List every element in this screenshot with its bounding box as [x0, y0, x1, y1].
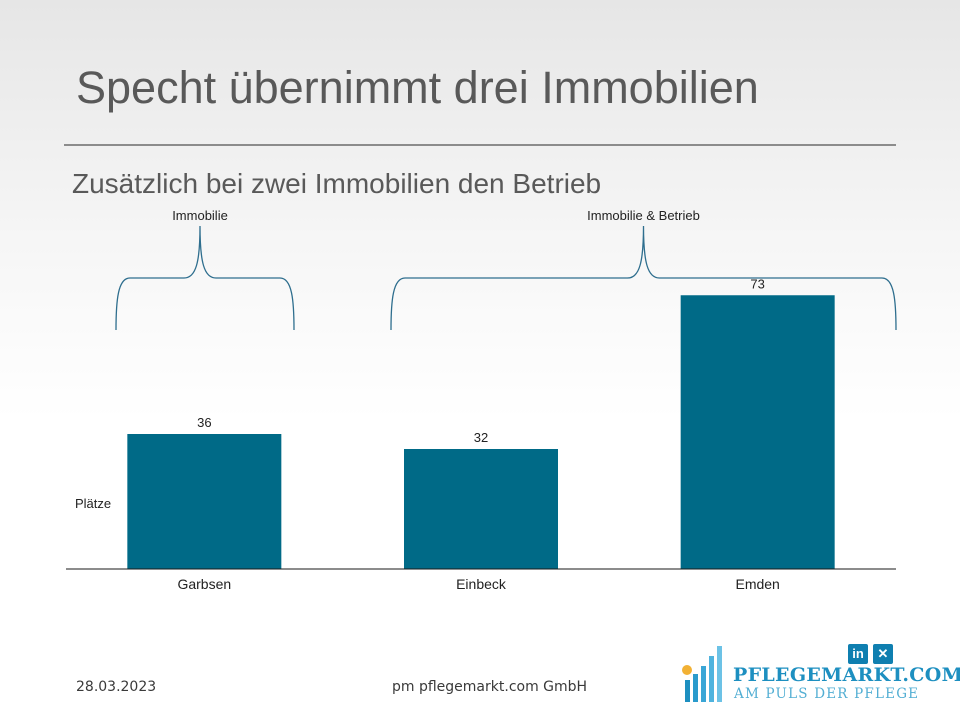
- y-axis-label: Plätze: [75, 496, 111, 511]
- bars: 36 Garbsen 32 Einbeck 73 Emden: [127, 276, 835, 592]
- x-tick-label-einbeck: Einbeck: [456, 576, 507, 592]
- xing-icon[interactable]: ✕: [873, 644, 893, 664]
- footer-date: 28.03.2023: [76, 679, 157, 695]
- linkedin-icon[interactable]: in: [848, 644, 868, 664]
- slide-subtitle: Zusätzlich bei zwei Immobilien den Betri…: [72, 168, 602, 199]
- title-divider: [64, 144, 896, 146]
- footer-company: pm pflegemarkt.com GmbH: [392, 679, 588, 695]
- slide-title: Specht übernimmt drei Immobilien: [76, 62, 759, 113]
- data-label-emden: 73: [750, 276, 764, 291]
- group-label-0: Immobilie: [172, 208, 228, 223]
- logo-wordmark: PFLEGEMARKT.COM: [733, 664, 960, 686]
- group-label-1: Immobilie & Betrieb: [587, 208, 700, 223]
- bar-garbsen: [127, 434, 282, 569]
- data-label-garbsen: 36: [197, 415, 211, 430]
- bar-einbeck: [404, 449, 558, 569]
- logo-tagline: AM PULS DER PFLEGE: [734, 686, 920, 702]
- x-tick-label-emden: Emden: [735, 576, 779, 592]
- group-braces: Immobilie Immobilie & Betrieb: [115, 208, 897, 331]
- pflegemarkt-logo-mark: [682, 646, 722, 702]
- group-brace-0: [115, 225, 295, 331]
- data-label-einbeck: 32: [474, 430, 488, 445]
- x-tick-label-garbsen: Garbsen: [177, 576, 231, 592]
- group-brace-1: [390, 225, 897, 331]
- bar-emden: [680, 295, 835, 569]
